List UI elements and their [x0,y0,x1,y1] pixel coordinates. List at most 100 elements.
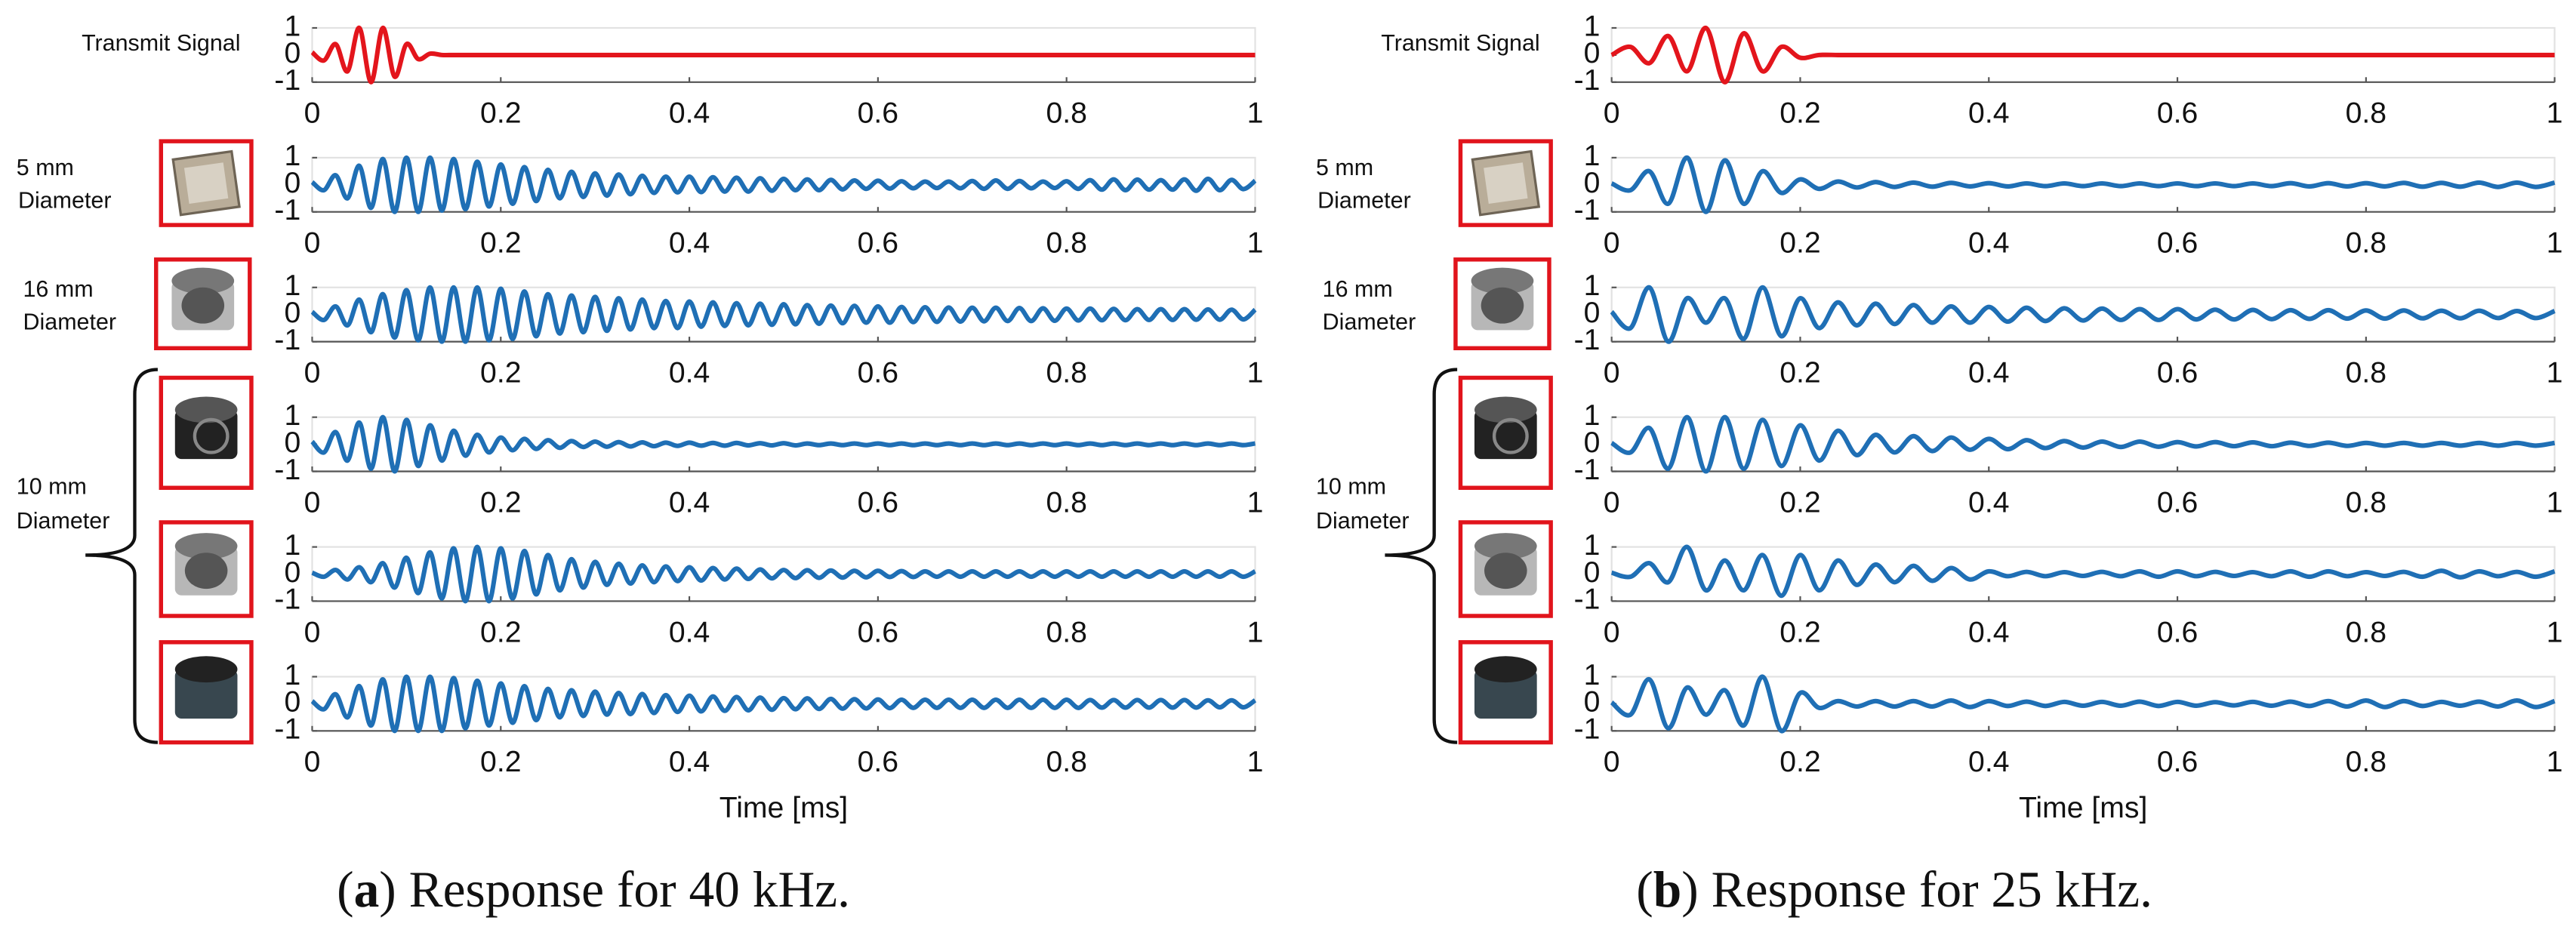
plot-box [311,676,1256,732]
x-tick-label: 0.6 [858,616,898,648]
x-tick-label: 0.6 [858,486,898,519]
caption-part: a [354,861,380,918]
x-tick-label: 0.8 [2346,227,2386,260]
x-tick-label: 0.2 [1779,486,1820,519]
icon-mesh [1481,287,1524,324]
row-label: 5 mm [1316,155,1373,180]
x-tick-label: 1 [1247,227,1264,260]
y-tick-label: 1 [1584,140,1601,172]
y-tick-label: -1 [274,324,300,356]
y-tick-label: 0 [1584,167,1601,199]
signal-line [311,544,1256,604]
row-label: 16 mm [23,276,94,302]
x-tick-label: 0.4 [1968,616,2009,648]
y-tick-label: 0 [284,426,300,459]
caption-part: ( [1636,861,1653,918]
y-tick-label: 0 [284,686,300,719]
y-tick-label: 1 [284,399,300,432]
y-tick-label: 1 [284,269,300,302]
caption-part: b [1653,861,1682,918]
x-tick-label: 0 [304,356,321,389]
row-label: Transmit Signal [1381,30,1539,56]
x-tick-label: 0 [1604,746,1620,778]
bracket [85,368,159,744]
row-label: 10 mm [1316,473,1386,499]
y-tick-label: 0 [1584,686,1601,719]
icon-frame [159,640,254,745]
x-tick-label: 1 [1247,616,1264,648]
y-tick-label: -1 [1574,583,1601,616]
x-tick-label: 0 [1604,356,1620,389]
x-tick-label: 1 [1247,356,1264,389]
y-tick-label: -1 [1574,454,1601,486]
icon-ring [1492,417,1529,454]
x-tick-label: 0.2 [480,356,521,389]
y-tick-label: 0 [1584,297,1601,329]
x-tick-label: 0.8 [1046,746,1086,778]
x-tick-label: 1 [1247,486,1264,519]
row-label: Diameter [1317,188,1411,214]
x-tick-label: 0.8 [1046,486,1086,519]
y-tick-label: -1 [1574,64,1601,97]
icon-frame [1458,375,1553,490]
x-tick-label: 0.8 [1046,227,1086,260]
row-label: Diameter [23,309,117,335]
caption-part: ) Response for 25 kHz. [1681,861,2152,918]
x-tick-label: 0.8 [1046,356,1086,389]
y-tick-label: 0 [284,167,300,199]
bracket [1385,368,1458,744]
icon-mesh [1484,553,1527,590]
y-tick-label: 1 [284,659,300,691]
y-tick-label: 1 [1584,659,1601,691]
icon-mesh [184,553,228,590]
signal-line [1610,414,2556,474]
x-tick-label: 0 [304,746,321,778]
icon-frame [1458,640,1553,745]
x-tick-label: 0.6 [858,97,898,130]
signal-line [1610,285,2556,344]
x-tick-label: 0 [1604,486,1620,519]
x-tick-label: 0 [1604,97,1620,130]
icon-face [174,396,238,423]
row-label: Diameter [18,188,112,214]
x-tick-label: 0.8 [2346,486,2386,519]
icon-face [1474,533,1537,559]
x-tick-label: 0.4 [1968,227,2009,260]
icon-frame [159,375,254,490]
x-tick-label: 1 [2547,356,2563,389]
x-tick-label: 0.4 [669,746,710,778]
x-tick-label: 0.2 [1779,746,1820,778]
y-tick-label: -1 [1574,324,1601,356]
icon-face [1484,162,1528,204]
x-tick-label: 0.8 [1046,97,1086,130]
x-tick-label: 0.2 [480,486,521,519]
icon-body [1474,669,1537,719]
x-tick-label: 0.2 [1779,227,1820,260]
x-tick-label: 0.6 [2157,746,2198,778]
x-tick-label: 1 [2547,227,2563,260]
y-tick-label: -1 [274,454,300,486]
x-tick-label: 0.2 [480,227,521,260]
caption-part: ) Response for 40 kHz. [379,861,850,918]
x-axis-title: Time [ms] [2019,792,2147,824]
row-label: Transmit Signal [82,30,240,56]
icon-frame [1458,139,1553,227]
y-tick-label: 1 [1584,399,1601,432]
y-tick-label: 1 [1584,529,1601,562]
y-tick-label: 0 [284,556,300,589]
x-tick-label: 0.8 [2346,97,2386,130]
y-tick-label: -1 [1574,194,1601,226]
signal-line [1610,25,2555,85]
x-tick-label: 0.4 [669,356,710,389]
icon-frame [154,257,252,351]
y-tick-label: 1 [284,529,300,562]
y-tick-label: 0 [1584,556,1601,589]
icon-face [1474,396,1537,423]
y-tick-label: 0 [1584,426,1601,459]
icon-frame [159,139,254,227]
x-tick-label: 0.2 [1779,97,1820,130]
x-tick-label: 0.2 [1779,356,1820,389]
x-tick-label: 0.4 [669,486,710,519]
icon-frame [1458,520,1553,618]
y-tick-label: 0 [284,37,300,69]
